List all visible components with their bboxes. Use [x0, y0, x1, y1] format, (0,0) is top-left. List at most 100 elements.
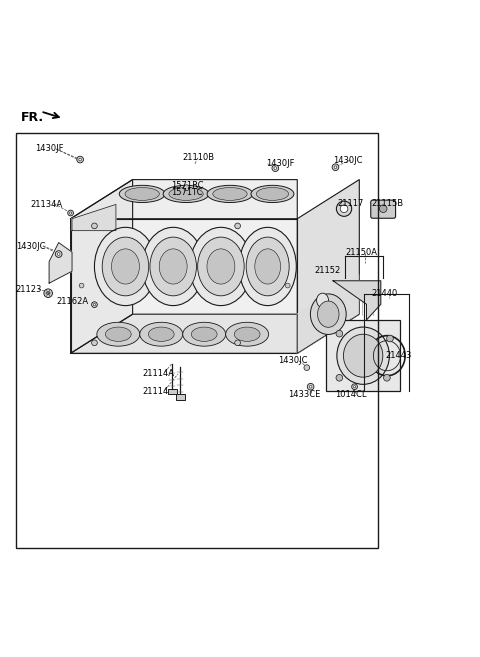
Circle shape [352, 384, 358, 390]
Text: 1571TC: 1571TC [171, 187, 202, 196]
Ellipse shape [183, 323, 226, 346]
Circle shape [285, 283, 290, 288]
Ellipse shape [148, 327, 174, 342]
Circle shape [68, 210, 73, 216]
Text: 1430JC: 1430JC [333, 156, 362, 164]
Ellipse shape [213, 187, 247, 200]
Ellipse shape [150, 237, 196, 296]
Ellipse shape [125, 187, 159, 200]
Ellipse shape [192, 327, 217, 342]
Ellipse shape [95, 227, 156, 306]
Polygon shape [71, 314, 360, 353]
Circle shape [387, 335, 393, 342]
Ellipse shape [234, 327, 260, 342]
Circle shape [274, 167, 276, 170]
Ellipse shape [343, 334, 383, 377]
Circle shape [353, 386, 356, 388]
Polygon shape [71, 179, 132, 353]
Text: 1430JC: 1430JC [16, 242, 45, 252]
Ellipse shape [337, 327, 389, 384]
Ellipse shape [256, 187, 288, 200]
Ellipse shape [163, 185, 209, 202]
Circle shape [235, 340, 240, 346]
Text: 1433CE: 1433CE [288, 390, 320, 399]
Ellipse shape [119, 185, 165, 202]
Text: 21162A: 21162A [56, 297, 88, 306]
Circle shape [384, 374, 390, 381]
Circle shape [307, 384, 314, 390]
Polygon shape [71, 179, 297, 219]
Circle shape [44, 289, 52, 297]
Polygon shape [297, 275, 360, 353]
Circle shape [44, 289, 52, 298]
Polygon shape [297, 179, 360, 353]
Ellipse shape [311, 294, 346, 334]
Bar [168, 389, 177, 394]
Circle shape [92, 302, 97, 307]
Circle shape [79, 158, 82, 161]
Circle shape [304, 365, 310, 371]
Ellipse shape [318, 301, 339, 327]
Circle shape [332, 164, 339, 171]
Polygon shape [71, 219, 297, 353]
Ellipse shape [97, 323, 140, 346]
Bar [176, 394, 185, 400]
Circle shape [79, 283, 84, 288]
FancyBboxPatch shape [371, 200, 396, 218]
Text: 21443: 21443 [385, 351, 412, 360]
Ellipse shape [102, 237, 149, 296]
Text: 21440: 21440 [371, 289, 397, 298]
Ellipse shape [226, 323, 269, 346]
Text: 21114: 21114 [142, 387, 168, 396]
Circle shape [93, 304, 96, 306]
Ellipse shape [111, 249, 139, 284]
Ellipse shape [239, 227, 296, 306]
Ellipse shape [207, 185, 253, 202]
Text: 1430JC: 1430JC [278, 357, 308, 365]
Circle shape [57, 253, 60, 256]
Text: 1430JF: 1430JF [35, 144, 63, 152]
Text: 1571RC: 1571RC [171, 181, 204, 190]
Text: 21134A: 21134A [30, 200, 62, 209]
Text: 21123: 21123 [16, 285, 42, 294]
Circle shape [235, 223, 240, 229]
Ellipse shape [198, 237, 244, 296]
Ellipse shape [317, 293, 328, 307]
Circle shape [340, 205, 348, 212]
Ellipse shape [207, 249, 235, 284]
Ellipse shape [169, 187, 203, 200]
Ellipse shape [255, 249, 281, 284]
Text: 21150A: 21150A [345, 248, 377, 257]
Circle shape [92, 340, 97, 346]
Circle shape [336, 330, 343, 337]
Text: 1430JF: 1430JF [266, 160, 295, 168]
Polygon shape [72, 204, 116, 231]
Circle shape [309, 386, 312, 388]
Circle shape [379, 205, 387, 212]
Circle shape [334, 166, 337, 169]
Circle shape [336, 201, 352, 216]
Text: FR.: FR. [21, 112, 44, 124]
Circle shape [92, 223, 97, 229]
Circle shape [55, 251, 62, 258]
Circle shape [70, 212, 72, 214]
Circle shape [336, 374, 343, 381]
Polygon shape [49, 242, 72, 283]
Text: 21117: 21117 [338, 199, 364, 208]
Circle shape [184, 185, 190, 191]
Ellipse shape [106, 327, 131, 342]
Ellipse shape [246, 237, 289, 296]
Text: 1014CL: 1014CL [336, 390, 367, 399]
Polygon shape [333, 281, 381, 320]
Ellipse shape [159, 249, 187, 284]
Bar [16, 133, 378, 548]
Ellipse shape [140, 323, 183, 346]
Bar [326, 320, 400, 392]
Circle shape [272, 165, 279, 171]
Text: 21115B: 21115B [371, 199, 403, 208]
Text: 21114A: 21114A [142, 369, 174, 378]
Circle shape [47, 292, 50, 295]
Ellipse shape [251, 185, 294, 202]
Ellipse shape [142, 227, 204, 306]
Ellipse shape [190, 227, 252, 306]
